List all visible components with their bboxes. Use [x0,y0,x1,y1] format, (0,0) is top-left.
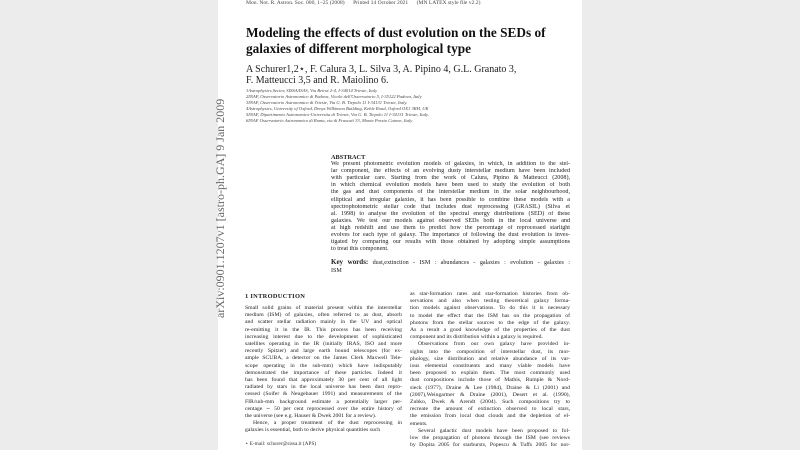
keywords-text: ISM [331,268,342,274]
text-line: cessed (Soifer & Neugebauer 1991) and me… [245,391,402,398]
running-header: Mon. Not. R. Astron. Soc. 000, 1–25 (200… [246,0,480,6]
text-line: to treat this component. [331,246,389,253]
intro-left-column: Small solid grains of material present w… [245,305,402,435]
text-line: as star-formation rates and star-formati… [410,291,570,297]
text-line: the gas and dust components of the inter… [331,189,570,196]
abstract-heading: ABSTRACT [331,154,366,161]
text-line: sieck (1977), Draine & Lee (1984), Drain… [410,384,570,391]
text-line: (2007),Weingartner & Draine (2001), Dese… [410,391,570,398]
text-line: Hence, a proper treatment of the dust re… [253,420,402,427]
text-line: radiated by stars in the local universe … [245,384,402,391]
keywords-label: Key words: [331,258,369,266]
text-line: re-emitting it in the IR. This process h… [245,326,402,333]
print-date: Printed 14 October 2021 [353,0,409,6]
text-line: Observations from our own galaxy have pr… [418,341,570,348]
text-line: galaxies is essential, both to derive ph… [245,427,381,434]
text-line: We present photometric evolution models … [331,161,570,168]
text-line: 2INAF, Osservatorio Astronomico di Padov… [246,94,422,99]
section-heading: 1 INTRODUCTION [245,293,306,300]
text-line: recently Spitzer) and large earth bound … [245,348,402,355]
text-line: 3INAF, Osservatorio Astronomico di Tries… [246,100,408,105]
text-line: photons from the stellar sources to the … [410,319,570,326]
text-line: medium (ISM) of galaxies, often referred… [245,312,402,319]
abstract: ABSTRACT We present photometric evolutio… [331,154,570,253]
intro-right-column: as star-formation rates and star-formati… [410,291,570,449]
text-line: dust compositions include those of Mathi… [410,377,570,384]
text-line: the emission from local dust clouds and … [410,413,570,420]
text-line: 1Astrophysics Sector, SISSA/ISAS, Via Be… [246,88,378,93]
text-line: has been found that approximately 30 per… [245,377,402,384]
text-line: tigated by comparing our results with th… [331,239,570,246]
text-line: the universe (see e.g. Hauser & Dwek 200… [245,413,377,420]
authors: A Schurer1,2⋆, F. Calura 3, L. Silva 3, … [246,64,516,86]
affiliations: 1Astrophysics Sector, SISSA/ISAS, Via Be… [246,88,429,124]
footnote: ⋆ E-mail: schurer@sissa.it (APS) [245,441,317,447]
text-line: ample SCUBA, a detector on the James Cle… [245,355,402,362]
text-line: centage ∼ 50 per cent reprocessed over t… [245,405,402,412]
text-line: Zubko, Dwek & Arendt (2004). Such compos… [410,399,570,406]
text-line: lar component, the effects of an evolvin… [331,168,570,175]
text-line: increasing interest due to the developme… [245,333,402,340]
text-line: in which chemical evolution models have … [331,182,570,189]
text-line: 6INAF Osservatorio Astronomico di Roma, … [246,118,413,123]
title-line: galaxies of different morphological type [246,41,472,56]
text-line: spectrophotometric stellar code that inc… [331,203,570,210]
text-line: and scatter stellar radiation mainly in … [245,319,402,326]
text-line: ious elemental constituents and many via… [410,363,570,370]
authors-line: F. Matteucci 3,5 and R. Maiolino 6. [246,75,389,86]
text-line: ements. [410,420,428,427]
journal-ref: Mon. Not. R. Astron. Soc. 000, 1–25 (200… [246,0,345,6]
arxiv-stamp: arXiv:0901.1207v1 [astro-ph.GA] 9 Jan 20… [213,98,227,318]
title-line: Modeling the effects of dust evolution o… [246,25,546,40]
text-line: low the propagation of photons through t… [410,435,570,442]
text-line: with particular care. Starting from the … [331,175,570,182]
text-line: al. 1998) to analyse the evolution of th… [331,210,570,217]
paper-page [218,0,582,450]
paper-title: Modeling the effects of dust evolution o… [246,25,546,57]
text-line: been proposed to explain them. The most … [410,370,570,377]
text-line: at high redshift and use them to predict… [331,224,570,231]
text-line: galaxies. We test our models against obs… [331,217,570,224]
text-line: evolves for each type of galaxy. The imp… [331,232,570,239]
text-line: scope operating in the sub-mm) which hav… [245,362,402,369]
keywords-text: dust,extinction - ISM : abundances - gal… [372,260,570,266]
style-note: (MN LATEX style file v2.2) [416,0,481,6]
text-line: sights into the composition of interstel… [410,348,570,355]
text-line: 4Astrophysics, University of Oxford, Den… [246,106,429,111]
text-line: As a result a good knowledge of the prop… [410,327,570,334]
text-line: Small solid grains of material present w… [245,305,402,311]
text-line: phology, size distribution and relative … [410,355,570,362]
text-line: servations and also when testing theoret… [410,298,570,305]
text-line: by Dopita 2005 for starbursts, Popescu &… [410,442,570,449]
text-line: demonstrated the importance of these par… [245,369,402,376]
text-line: 5INAF, Dipartimento Astronomico-Universi… [246,112,429,117]
authors-line: A Schurer1,2⋆, F. Calura 3, L. Silva 3, … [246,64,517,75]
text-line: Several galactic dust models have been p… [418,427,570,434]
text-line: recreate the amount of extinction observ… [410,406,570,413]
text-line: tion models against observations. To do … [410,305,570,312]
text-line: to model the effect that the ISM has on … [410,312,570,319]
text-line: elliptical and irregular galaxies, it ha… [331,196,570,203]
text-line: satellites operating in the IR (initiall… [245,341,402,348]
text-line: component and its distribution within a … [410,334,543,341]
keywords: Key words: dust,extinction - ISM : abund… [331,258,570,275]
text-line: FIR/sub-mm background estimate a potenti… [245,398,402,405]
